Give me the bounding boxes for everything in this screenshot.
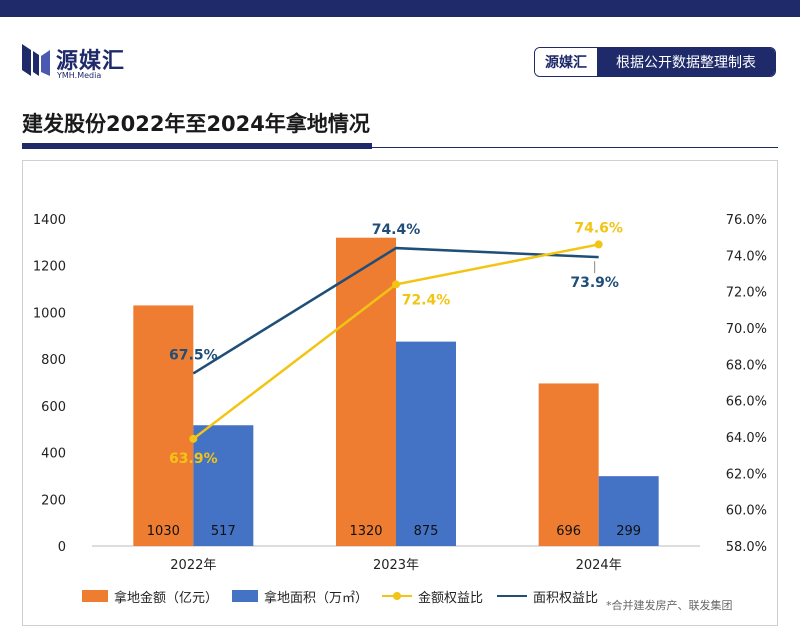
y-right-tick-label: 66.0% — [726, 395, 767, 410]
legend-label-area-ratio: 面积权益比 — [533, 590, 599, 606]
top-banner — [0, 0, 800, 17]
bar-area-value-label: 517 — [211, 524, 236, 539]
y-right-tick-label: 74.0% — [726, 249, 767, 264]
chart-frame — [22, 160, 778, 626]
legend-item-amount: 拿地金额（亿元） — [82, 587, 218, 606]
line-area-ratio-label: 74.4% — [372, 222, 421, 238]
legend-label-amount-ratio: 金额权益比 — [418, 590, 484, 606]
y-right-tick-label: 62.0% — [726, 467, 767, 482]
y-left-tick-label: 1000 — [33, 306, 66, 321]
x-tick-label: 2023年 — [373, 558, 419, 573]
brand-name: 源媒汇 — [56, 49, 126, 74]
title-underline — [22, 147, 778, 148]
brand-mark-icon — [22, 44, 50, 76]
legend-item-area-ratio: 面积权益比 — [497, 587, 598, 606]
chart-title: 建发股份2022年至2024年拿地情况 — [22, 112, 370, 136]
legend-swatch-amount-ratio — [382, 590, 413, 602]
y-right-tick-label: 70.0% — [726, 322, 767, 337]
bar-area — [396, 341, 456, 546]
bar-area — [193, 425, 254, 546]
x-tick-label: 2024年 — [576, 558, 622, 573]
legend-item-area: 拿地面积（万㎡） — [232, 587, 368, 606]
y-left-tick-label: 400 — [41, 447, 66, 462]
y-left-tick-label: 1400 — [33, 213, 66, 228]
y-right-tick-label: 72.0% — [726, 286, 767, 301]
y-left-tick-label: 1200 — [33, 260, 66, 275]
line-amount-ratio-label: 72.4% — [402, 292, 451, 308]
bar-amount-value-label: 696 — [556, 524, 581, 539]
legend-swatch-amount — [82, 590, 108, 602]
bar-area — [598, 476, 659, 546]
y-left-tick-label: 600 — [41, 400, 66, 415]
line-amount-ratio-label: 74.6% — [574, 220, 623, 236]
y-left-tick-label: 0 — [58, 540, 66, 555]
source-badge: 源媒汇 根据公开数据整理制表 — [534, 47, 776, 77]
bar-amount — [336, 237, 396, 546]
line-area-ratio-label: 73.9% — [570, 275, 619, 291]
source-badge-text: 根据公开数据整理制表 — [597, 48, 775, 76]
title-underline-accent — [22, 143, 372, 149]
line-amount-ratio-label: 63.9% — [169, 451, 218, 467]
y-right-tick-label: 76.0% — [726, 213, 767, 228]
legend-swatch-area — [232, 590, 259, 602]
point-amount-ratio — [189, 434, 198, 443]
y-right-tick-label: 64.0% — [726, 431, 767, 446]
legend-label-area: 拿地面积（万㎡） — [264, 590, 369, 606]
y-right-tick-label: 68.0% — [726, 358, 767, 373]
y-left-tick-label: 800 — [41, 353, 66, 368]
bar-amount-value-label: 1030 — [147, 524, 180, 539]
chart-legend: 拿地金额（亿元） 拿地面积（万㎡） 金额权益比 面积权益比 — [82, 585, 612, 607]
legend-label-amount: 拿地金额（亿元） — [114, 590, 219, 606]
line-area-ratio-label: 67.5% — [169, 347, 218, 363]
bar-area-value-label: 299 — [616, 524, 641, 539]
source-badge-brand: 源媒汇 — [535, 48, 597, 76]
y-right-tick-label: 58.0% — [726, 540, 767, 555]
bar-amount — [133, 305, 194, 546]
brand-subtitle: YMH.Media — [57, 71, 102, 80]
line-area-ratio — [192, 246, 599, 375]
footnote: *合并建发房产、联发集团 — [606, 599, 733, 612]
bar-amount — [538, 383, 599, 546]
y-left-tick-label: 200 — [41, 493, 66, 508]
y-right-tick-label: 60.0% — [726, 504, 767, 519]
point-amount-ratio — [392, 280, 400, 289]
legend-item-amount-ratio: 金额权益比 — [382, 587, 483, 606]
point-amount-ratio — [594, 240, 603, 249]
legend-swatch-area-ratio — [497, 590, 528, 602]
x-tick-label: 2022年 — [170, 558, 216, 573]
bar-amount-value-label: 1320 — [349, 524, 382, 539]
bar-area-value-label: 875 — [414, 524, 439, 539]
